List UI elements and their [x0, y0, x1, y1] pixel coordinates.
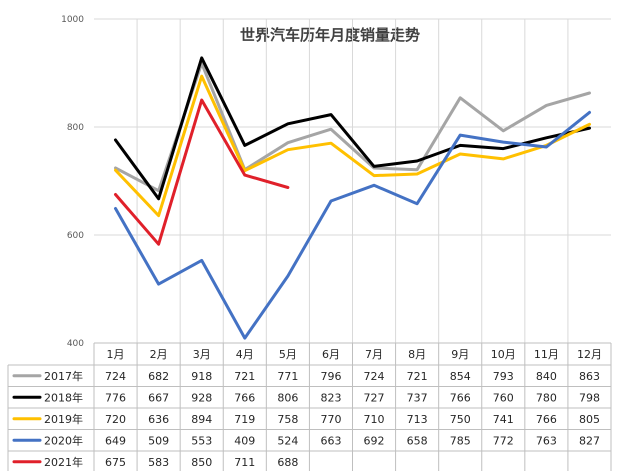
data-label: 772 — [493, 434, 514, 447]
series-lines — [114, 56, 591, 340]
y-tick-label: 1000 — [61, 15, 84, 25]
chart-title: 世界汽车历年月度销量走势 — [240, 26, 420, 44]
x-category-label: 9月 — [451, 348, 469, 361]
data-label: 719 — [234, 413, 255, 426]
data-label: 721 — [234, 370, 255, 383]
data-label: 663 — [320, 434, 341, 447]
y-tick-label: 600 — [67, 231, 84, 241]
x-category-label: 7月 — [365, 348, 383, 361]
x-category-label: 2月 — [150, 348, 168, 361]
data-label: 798 — [579, 391, 600, 404]
data-label: 805 — [579, 413, 600, 426]
data-label: 583 — [148, 456, 169, 469]
x-category-label: 12月 — [577, 348, 602, 361]
x-category-label: 6月 — [322, 348, 340, 361]
x-category-label: 3月 — [193, 348, 211, 361]
data-label: 524 — [277, 434, 298, 447]
data-label: 658 — [407, 434, 428, 447]
legend-label: 2020年 — [44, 433, 83, 447]
series-line-4 — [114, 98, 290, 246]
data-label: 692 — [364, 434, 385, 447]
x-category-label: 8月 — [408, 348, 426, 361]
data-label: 710 — [364, 413, 385, 426]
data-label: 806 — [277, 391, 298, 404]
data-label: 796 — [320, 370, 341, 383]
data-label: 741 — [493, 413, 514, 426]
data-label: 850 — [191, 456, 212, 469]
data-label: 667 — [148, 391, 169, 404]
data-label: 636 — [148, 413, 169, 426]
grid-lines — [94, 18, 611, 344]
data-label: 918 — [191, 370, 212, 383]
data-label: 766 — [450, 391, 471, 404]
data-label: 840 — [536, 370, 557, 383]
data-label: 827 — [579, 434, 600, 447]
data-label: 758 — [277, 413, 298, 426]
data-label: 720 — [105, 413, 126, 426]
data-label: 771 — [277, 370, 298, 383]
data-label: 785 — [450, 434, 471, 447]
legend-label: 2019年 — [44, 412, 83, 426]
data-label: 894 — [191, 413, 212, 426]
series-line-1 — [114, 56, 591, 201]
series-line-3 — [114, 110, 591, 340]
x-category-label: 1月 — [107, 348, 125, 361]
legend-label: 2017年 — [44, 369, 83, 383]
data-label: 780 — [536, 391, 557, 404]
data-label: 682 — [148, 370, 169, 383]
data-label: 763 — [536, 434, 557, 447]
legend-label: 2018年 — [44, 390, 83, 404]
data-label: 823 — [320, 391, 341, 404]
data-label: 721 — [407, 370, 428, 383]
x-category-label: 10月 — [491, 348, 516, 361]
data-label: 675 — [105, 456, 126, 469]
data-label: 854 — [450, 370, 471, 383]
y-tick-label: 800 — [67, 123, 84, 133]
data-label: 737 — [407, 391, 428, 404]
data-label: 553 — [191, 434, 212, 447]
data-label: 766 — [234, 391, 255, 404]
data-label: 724 — [105, 370, 126, 383]
data-label: 509 — [148, 434, 169, 447]
series-line-2 — [114, 74, 591, 218]
legend-label: 2021年 — [44, 455, 83, 469]
data-label: 770 — [320, 413, 341, 426]
data-table: 1月 2月 3月 4月 5月 6月 7月 8月 9月 10月 11月 12月 2017年 724 682 91… — [7, 342, 612, 473]
y-axis-ticks: 400 600 800 1000 — [61, 15, 84, 349]
data-label: 724 — [364, 370, 385, 383]
data-label: 863 — [579, 370, 600, 383]
data-label: 928 — [191, 391, 212, 404]
data-label: 711 — [234, 456, 255, 469]
x-category-label: 11月 — [534, 348, 559, 361]
x-category-label: 5月 — [279, 348, 297, 361]
data-label: 793 — [493, 370, 514, 383]
x-category-label: 4月 — [236, 348, 254, 361]
data-label: 727 — [364, 391, 385, 404]
data-label: 750 — [450, 413, 471, 426]
data-label: 649 — [105, 434, 126, 447]
y-tick-label: 400 — [67, 339, 84, 349]
data-label: 409 — [234, 434, 255, 447]
data-label: 713 — [407, 413, 428, 426]
data-label: 760 — [493, 391, 514, 404]
data-label: 688 — [277, 456, 298, 469]
data-label: 776 — [105, 391, 126, 404]
data-label: 766 — [536, 413, 557, 426]
